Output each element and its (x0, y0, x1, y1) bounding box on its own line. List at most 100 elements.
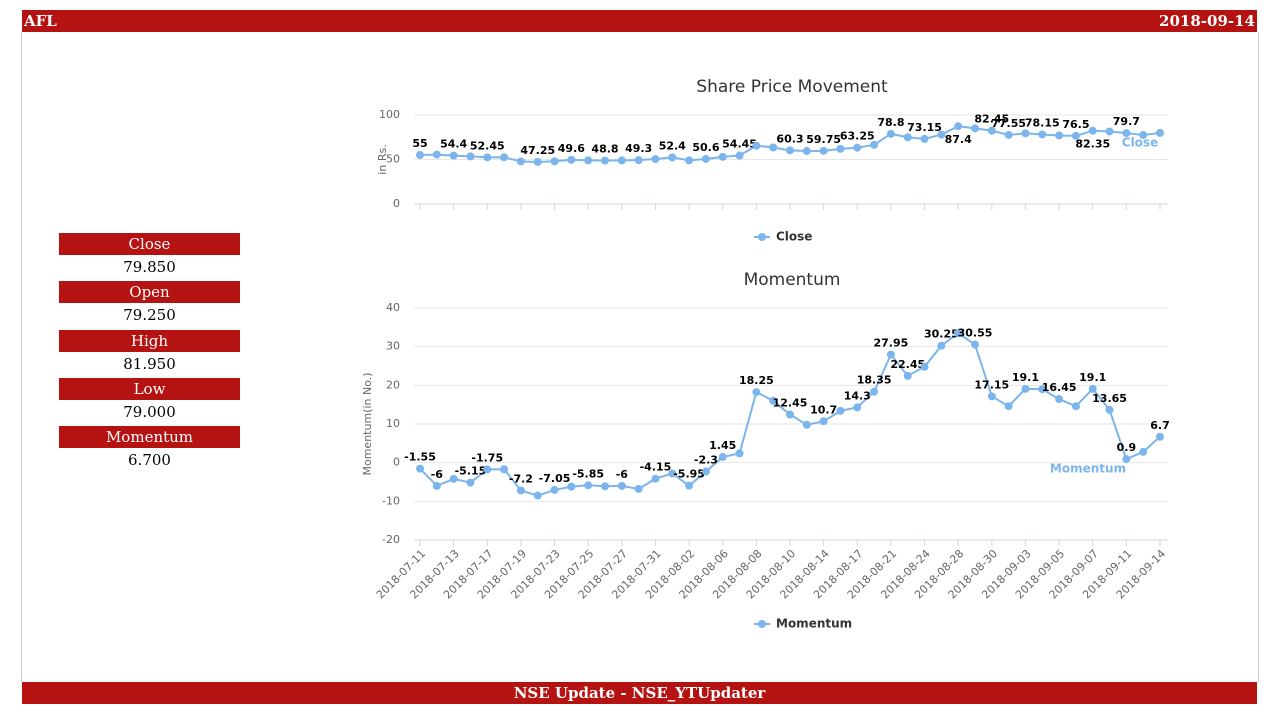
data-point (786, 146, 794, 155)
y-tick-label: 0 (393, 456, 400, 469)
data-point (617, 481, 626, 490)
data-point (1156, 432, 1164, 441)
stat-value: 79.000 (123, 402, 176, 421)
data-point (516, 486, 525, 495)
content-panel (21, 32, 1259, 682)
data-point (903, 371, 912, 380)
data-point (1071, 131, 1080, 140)
data-point (971, 340, 979, 349)
data-point (870, 387, 879, 396)
data-label: -1.55 (404, 451, 436, 464)
data-point (651, 474, 660, 483)
chart-title: Momentum (744, 270, 841, 290)
data-label: -5.85 (572, 467, 604, 480)
data-label: 79.7 (1113, 115, 1140, 128)
data-point (617, 156, 626, 165)
data-point (937, 341, 946, 350)
y-tick-label: 0 (393, 197, 400, 210)
data-label: 82.45 (974, 113, 1009, 126)
data-label: 19.1 (1012, 371, 1039, 384)
data-label: -2.3 (694, 454, 718, 467)
y-tick-label: -10 (382, 494, 400, 507)
data-point (701, 154, 710, 163)
data-point (853, 143, 862, 152)
data-point (1038, 385, 1047, 394)
data-label: -4.15 (640, 461, 672, 474)
data-point (752, 141, 761, 150)
data-point (1071, 402, 1080, 411)
data-point (668, 469, 677, 478)
data-label: 19.1 (1079, 371, 1106, 384)
data-point (752, 388, 761, 397)
data-point (651, 155, 660, 164)
y-tick-label: 50 (386, 153, 400, 166)
data-point (634, 156, 643, 165)
data-point (1088, 384, 1097, 393)
data-point (701, 467, 710, 476)
date: 2018-09-14 (1159, 12, 1255, 30)
series-name-label: Close (1122, 136, 1158, 150)
data-point (516, 157, 525, 166)
data-point (449, 151, 458, 160)
data-point (870, 140, 879, 149)
legend-label: Close (776, 230, 812, 244)
data-point (903, 133, 912, 142)
data-point (769, 396, 778, 405)
data-label: 6.7 (1150, 419, 1170, 432)
data-point (685, 481, 694, 490)
data-point (802, 147, 811, 156)
data-label: 54.4 (440, 138, 467, 151)
data-point (735, 449, 744, 458)
y-axis-label: in Rs. (376, 144, 389, 174)
stat-value: 79.850 (123, 258, 176, 276)
data-label: -5.15 (455, 465, 487, 478)
data-label: 59.75 (806, 133, 841, 146)
data-point (500, 153, 509, 162)
data-point (954, 122, 963, 131)
data-point (1139, 131, 1148, 140)
data-point (819, 417, 828, 426)
data-point (1055, 131, 1064, 140)
data-point (1038, 130, 1047, 139)
data-point (432, 150, 441, 159)
data-label: 77.55 (991, 117, 1026, 130)
data-point (550, 157, 559, 166)
data-point (1122, 455, 1131, 464)
data-label: -1.75 (471, 451, 503, 464)
data-point (500, 465, 509, 474)
data-label: -6 (431, 468, 444, 481)
stat-value: 6.700 (128, 451, 171, 470)
data-label: 22.45 (890, 358, 925, 371)
data-point (937, 130, 946, 139)
data-point (416, 464, 424, 473)
data-label: 47.25 (520, 144, 555, 157)
legend-symbol (758, 233, 766, 241)
data-point (567, 482, 576, 491)
legend-label: Momentum (776, 617, 852, 631)
data-label: 16.45 (1042, 381, 1077, 394)
stat-label: Close (59, 233, 240, 255)
y-tick-label: 100 (379, 108, 400, 121)
y-tick-label: -20 (382, 533, 400, 546)
data-label: 10.7 (810, 403, 837, 416)
footer-text: NSE Update - NSE_YTUpdater (513, 684, 766, 702)
data-point (416, 151, 424, 160)
data-label: 82.35 (1075, 138, 1110, 151)
data-point (1004, 402, 1013, 411)
data-point (483, 153, 492, 162)
data-label: 63.25 (840, 130, 875, 143)
stat-label: Low (59, 377, 240, 400)
stat-value: 79.250 (123, 306, 176, 325)
data-label: 48.8 (591, 143, 618, 156)
data-point (1105, 127, 1114, 136)
data-point (449, 474, 458, 483)
data-point (1021, 384, 1030, 393)
data-point (466, 152, 475, 161)
data-point (920, 362, 929, 371)
data-point (718, 152, 727, 161)
data-point (533, 491, 542, 500)
data-point (466, 478, 475, 487)
y-tick-label: 40 (386, 301, 400, 314)
data-point (634, 484, 643, 493)
